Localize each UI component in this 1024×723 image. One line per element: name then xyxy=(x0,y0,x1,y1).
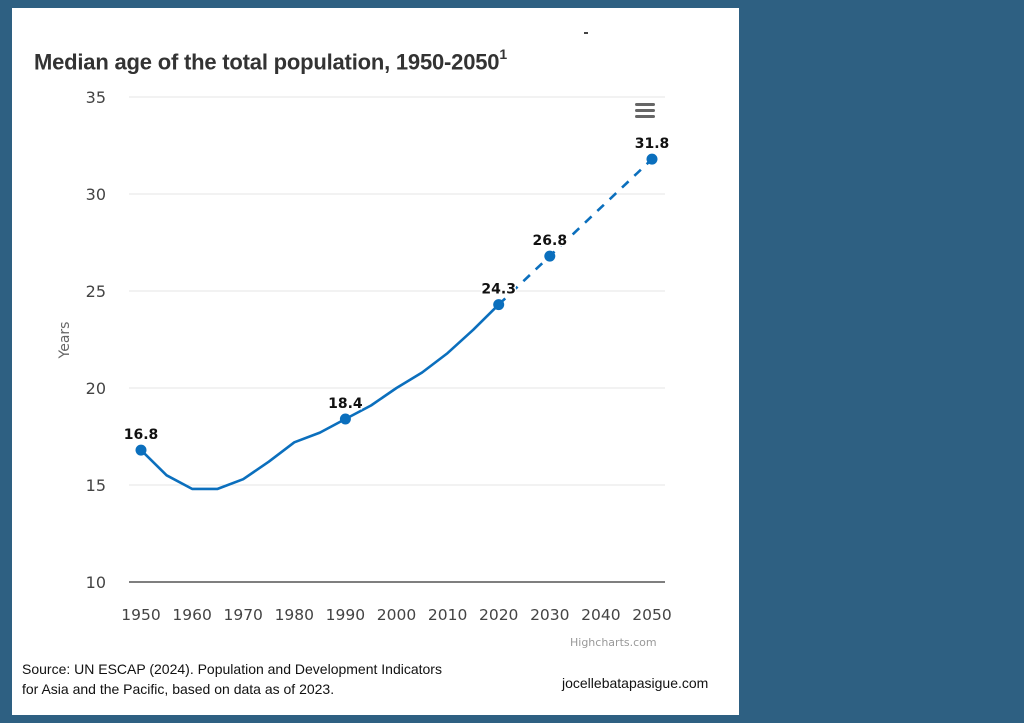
series-markers xyxy=(135,153,658,456)
data-label: 16.8 xyxy=(124,427,159,443)
gridlines xyxy=(129,96,665,583)
y-tick-label: 25 xyxy=(86,282,106,301)
data-label: 18.4 xyxy=(328,396,363,412)
x-tick-labels: 1950 1960 1970 1980 1990 2000 2010 2020 2030 2040… xyxy=(121,606,671,624)
data-labels: 16.8 18.4 24.3 26.8 31.8 xyxy=(122,135,671,445)
y-tick-label: 15 xyxy=(86,476,106,495)
x-tick-label: 2030 xyxy=(530,606,569,624)
y-tick-label: 10 xyxy=(86,573,106,592)
data-point-marker xyxy=(339,413,351,425)
stray-mark xyxy=(584,32,588,34)
highcharts-credits[interactable]: Highcharts.com xyxy=(570,636,657,649)
data-point-marker xyxy=(544,250,556,262)
y-tick-label: 30 xyxy=(86,185,106,204)
data-label: 31.8 xyxy=(635,136,670,152)
hamburger-menu-icon-bar xyxy=(635,115,655,118)
x-tick-label: 2050 xyxy=(632,606,671,624)
line-chart: 10 15 20 25 30 35 1950 1960 1970 1980 1990 2000 201… xyxy=(57,88,672,624)
chart-title-text: Median age of the total population, 1950… xyxy=(34,49,500,75)
x-tick-label: 2010 xyxy=(428,606,467,624)
x-tick-label: 1980 xyxy=(275,606,314,624)
series-line-projections xyxy=(497,158,653,306)
series-lines xyxy=(139,158,653,491)
chart-title: Median age of the total population, 1950… xyxy=(34,46,507,75)
hamburger-menu-icon xyxy=(635,103,655,106)
x-tick-label: 1970 xyxy=(223,606,262,624)
x-tick-label: 1990 xyxy=(326,606,365,624)
x-tick-label: 1950 xyxy=(121,606,160,624)
x-tick-label: 2040 xyxy=(581,606,620,624)
source-line-1: Source: UN ESCAP (2024). Population and … xyxy=(22,661,442,677)
y-tick-label: 35 xyxy=(86,88,106,107)
data-point-marker xyxy=(135,444,147,456)
title-footnote: 1 xyxy=(499,46,507,62)
y-tick-labels: 10 15 20 25 30 35 xyxy=(86,88,106,592)
series-line-estimates xyxy=(139,303,501,491)
hamburger-menu-icon-bar xyxy=(635,109,655,112)
source-line-2: for Asia and the Pacific, based on data … xyxy=(22,681,335,697)
y-tick-label: 20 xyxy=(86,379,106,398)
x-tick-label: 1960 xyxy=(172,606,211,624)
y-axis-title: Years xyxy=(57,322,73,360)
data-label: 24.3 xyxy=(481,282,516,298)
x-tick-label: 2020 xyxy=(479,606,518,624)
chart-card: Median age of the total population, 1950… xyxy=(12,8,739,715)
data-label: 26.8 xyxy=(533,233,568,249)
x-tick-label: 2000 xyxy=(377,606,416,624)
source-note: Source: UN ESCAP (2024). Population and … xyxy=(22,659,442,699)
site-url: jocellebatapasigue.com xyxy=(562,675,709,691)
data-point-marker xyxy=(493,299,505,311)
data-point-marker xyxy=(646,153,658,165)
chart-menu-button[interactable] xyxy=(632,100,658,126)
